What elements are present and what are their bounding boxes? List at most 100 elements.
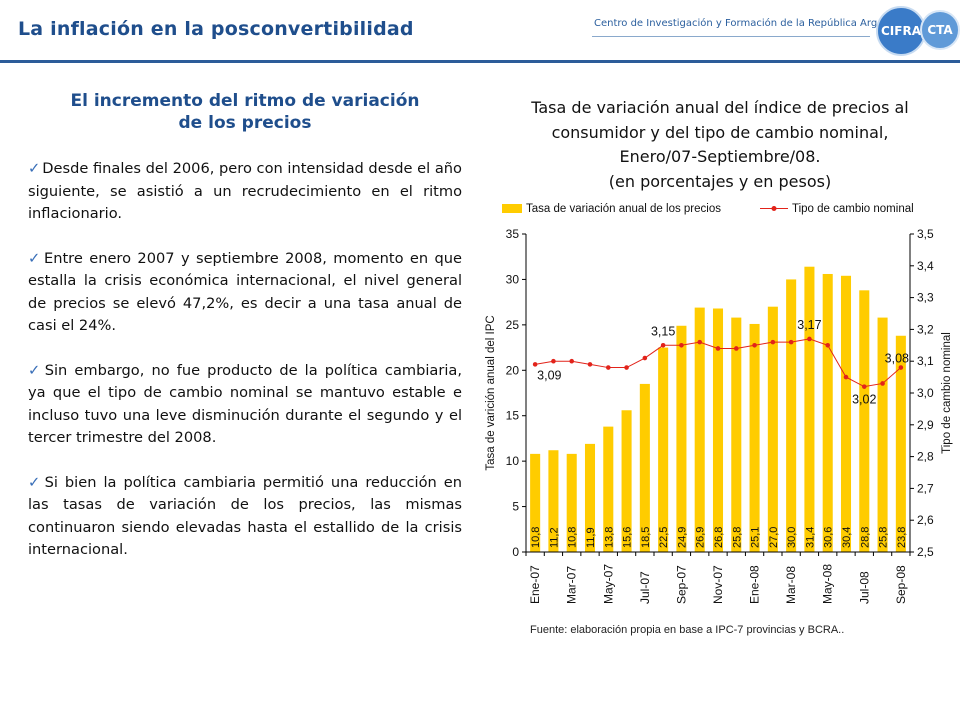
bar (548, 450, 559, 552)
exchange-rate-point (624, 365, 629, 370)
exchange-rate-point (880, 381, 885, 386)
x-tick-label: May-07 (601, 564, 615, 604)
bar (658, 347, 669, 552)
exchange-rate-annotation: 3,02 (852, 393, 876, 407)
cifra-logo-text: CIFRA (881, 24, 921, 38)
bar-data-label: 31,4 (804, 527, 816, 548)
bar (621, 410, 632, 552)
slide-title: La inflación en la posconvertibilidad (18, 18, 414, 40)
right-tick-label: 2,5 (917, 545, 934, 559)
bar (767, 306, 778, 552)
x-tick-label: Nov-07 (711, 565, 725, 604)
cta-logo-text: CTA (927, 23, 953, 37)
bullet-text: Si bien la política cambiaria permitió u… (28, 473, 462, 559)
exchange-rate-point (551, 358, 556, 364)
bar-data-label: 10,8 (530, 527, 542, 548)
cta-logo: CTA (920, 10, 960, 50)
exchange-rate-point (861, 384, 867, 389)
bar-data-label: 26,8 (713, 527, 725, 548)
exchange-rate-point (715, 346, 721, 351)
bar-data-label: 30,4 (841, 527, 853, 548)
organization-underline (592, 36, 870, 37)
bar (530, 453, 541, 552)
right-tick-label: 2,6 (917, 513, 934, 527)
checkmark-icon: ✓ (28, 361, 43, 379)
checkmark-icon: ✓ (28, 249, 42, 267)
x-tick-label: Sep-07 (674, 565, 688, 604)
exchange-rate-point (697, 339, 703, 345)
exchange-rate-point (605, 365, 611, 370)
right-tick-label: 2,7 (917, 481, 934, 495)
bar-data-label: 27,0 (768, 527, 780, 548)
bar-data-label: 15,6 (622, 527, 634, 548)
combo-chart: Tasa de variación anual de los precios Ti… (485, 203, 953, 604)
right-tick-label: 2,9 (917, 418, 934, 432)
legend-label-exchange: Tipo de cambio nominal (792, 203, 914, 215)
left-tick-label: 30 (506, 272, 520, 286)
chart-title-line: Tasa de variación anual del índice de pr… (531, 98, 909, 117)
x-tick-label: Ene-08 (748, 565, 762, 604)
left-axis-title: Tasa de varición anual del IPC (485, 315, 497, 470)
bar-data-label: 26,9 (695, 527, 707, 548)
bar (712, 308, 724, 552)
bar-data-label: 23,8 (896, 527, 908, 548)
exchange-rate-point (807, 336, 812, 342)
bullet-item: ✓ Sin embargo, no fue producto de la polí… (28, 360, 462, 450)
exchange-rate-point (642, 355, 648, 361)
chart-title: Tasa de variación anual del índice de pr… (482, 96, 958, 194)
x-tick-label: Mar-07 (565, 566, 579, 604)
x-tick-label: Mar-08 (784, 566, 798, 604)
header-divider (0, 60, 960, 63)
bar (786, 279, 797, 552)
right-tick-label: 3,0 (917, 386, 934, 400)
section-heading: El incremento del ritmo de variación de … (28, 90, 462, 134)
bar-data-label: 18,5 (640, 527, 652, 548)
bar-data-label: 13,8 (603, 527, 615, 548)
bar (639, 383, 650, 552)
bar (877, 317, 888, 552)
bar (566, 453, 577, 552)
bar (694, 307, 705, 552)
bar-data-label: 24,9 (676, 527, 688, 548)
exchange-rate-point (660, 343, 666, 348)
exchange-rate-point (788, 339, 794, 345)
right-axis-title: Tipo de cambio nominal (941, 332, 953, 454)
bar (840, 275, 852, 552)
x-tick-label: Sep-08 (894, 565, 908, 604)
exchange-rate-point (679, 343, 684, 348)
bar-data-label: 10,8 (567, 527, 579, 548)
cifra-logo: CIFRA (876, 6, 926, 56)
bar (731, 317, 742, 552)
checkmark-icon: ✓ (28, 473, 43, 491)
checkmark-icon: ✓ (28, 160, 41, 177)
x-tick-label: Ene-07 (528, 565, 542, 604)
bar-data-label: 25,8 (878, 527, 890, 548)
left-tick-label: 20 (506, 363, 520, 377)
right-tick-label: 3,1 (917, 354, 934, 368)
exchange-rate-point (569, 358, 575, 364)
bar (749, 323, 760, 552)
x-tick-label: Jul-08 (857, 571, 871, 604)
bullet-item: ✓ Entre enero 2007 y septiembre 2008, mom… (28, 248, 462, 338)
chart-title-line: consumidor y del tipo de cambio nominal, (551, 122, 889, 142)
bar-data-label: 11,9 (585, 527, 597, 548)
left-tick-label: 10 (506, 454, 520, 468)
left-tick-label: 35 (506, 227, 520, 241)
section-heading-line-1: El incremento del ritmo de variación (70, 91, 420, 111)
bar-data-label: 30,0 (786, 527, 798, 548)
left-tick-label: 5 (512, 500, 519, 514)
exchange-rate-point (898, 365, 904, 370)
bar (822, 273, 833, 552)
exchange-rate-point (843, 374, 849, 380)
right-tick-label: 3,2 (917, 322, 934, 336)
bar (603, 426, 614, 552)
left-tick-label: 25 (506, 318, 520, 332)
right-tick-label: 3,4 (917, 259, 934, 273)
x-tick-label: May-08 (821, 564, 835, 604)
left-tick-label: 15 (506, 409, 520, 423)
bullet-list: ✓ Desde finales del 2006, pero con intens… (28, 158, 462, 584)
chart-title-line: Enero/07-Septiembre/08. (619, 147, 821, 166)
x-tick-label: Jul-07 (638, 571, 652, 604)
exchange-rate-point (770, 339, 776, 345)
bar-data-label: 28,8 (859, 527, 871, 548)
